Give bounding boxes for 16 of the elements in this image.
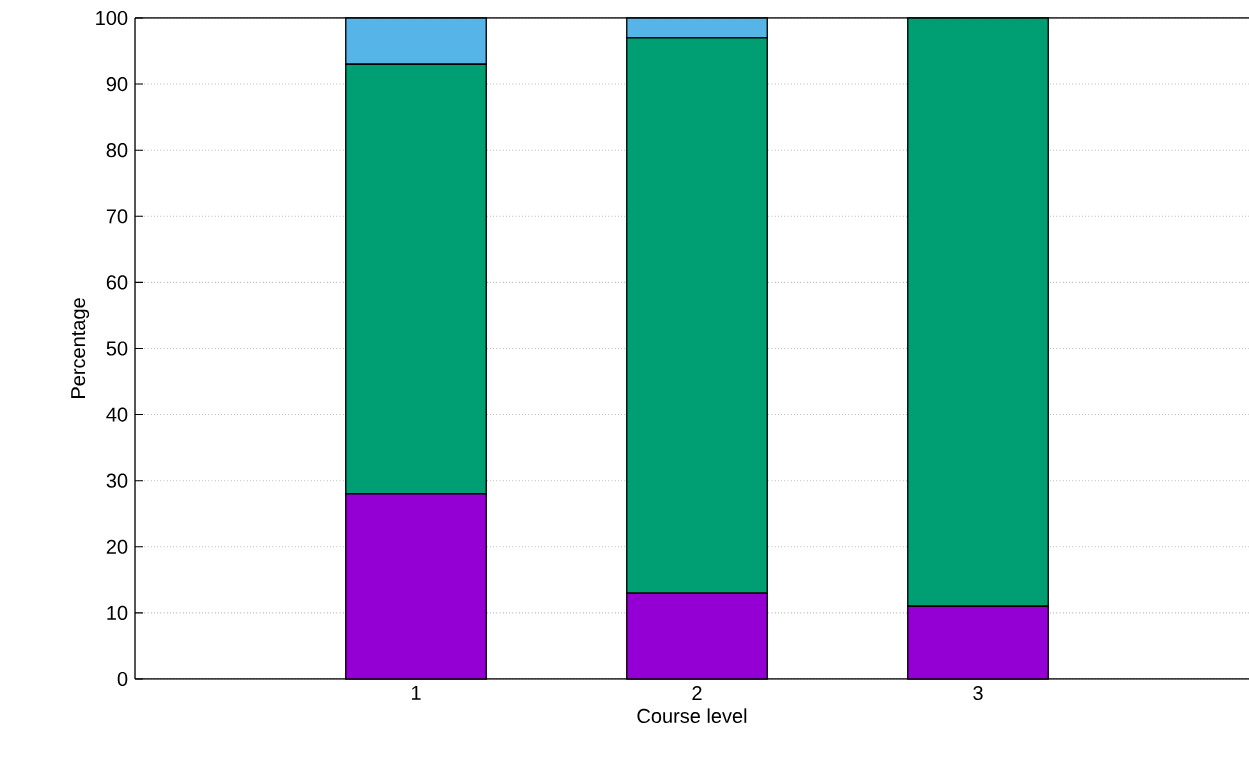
y-tick-label: 0: [117, 671, 128, 687]
y-tick-label: 10: [107, 605, 128, 620]
y-tick-label: 60: [106, 275, 128, 290]
x-axis-title: Course level: [637, 708, 747, 724]
y-axis-title: Percentage: [71, 298, 90, 398]
y-tick-label: 30: [106, 473, 128, 488]
y-tick-label: 80: [106, 143, 128, 158]
y-tick-label: 100: [96, 10, 128, 26]
y-tick-label: 70: [106, 209, 128, 224]
y-tick-label: 20: [106, 539, 128, 554]
y-tick-label: 90: [106, 77, 128, 92]
x-tick-label: 1: [411, 685, 421, 700]
x-tick-label: 3: [973, 685, 983, 701]
x-tick-label: 2: [692, 685, 702, 700]
y-tick-label: 50: [106, 341, 128, 356]
y-tick-label: 40: [106, 407, 128, 422]
